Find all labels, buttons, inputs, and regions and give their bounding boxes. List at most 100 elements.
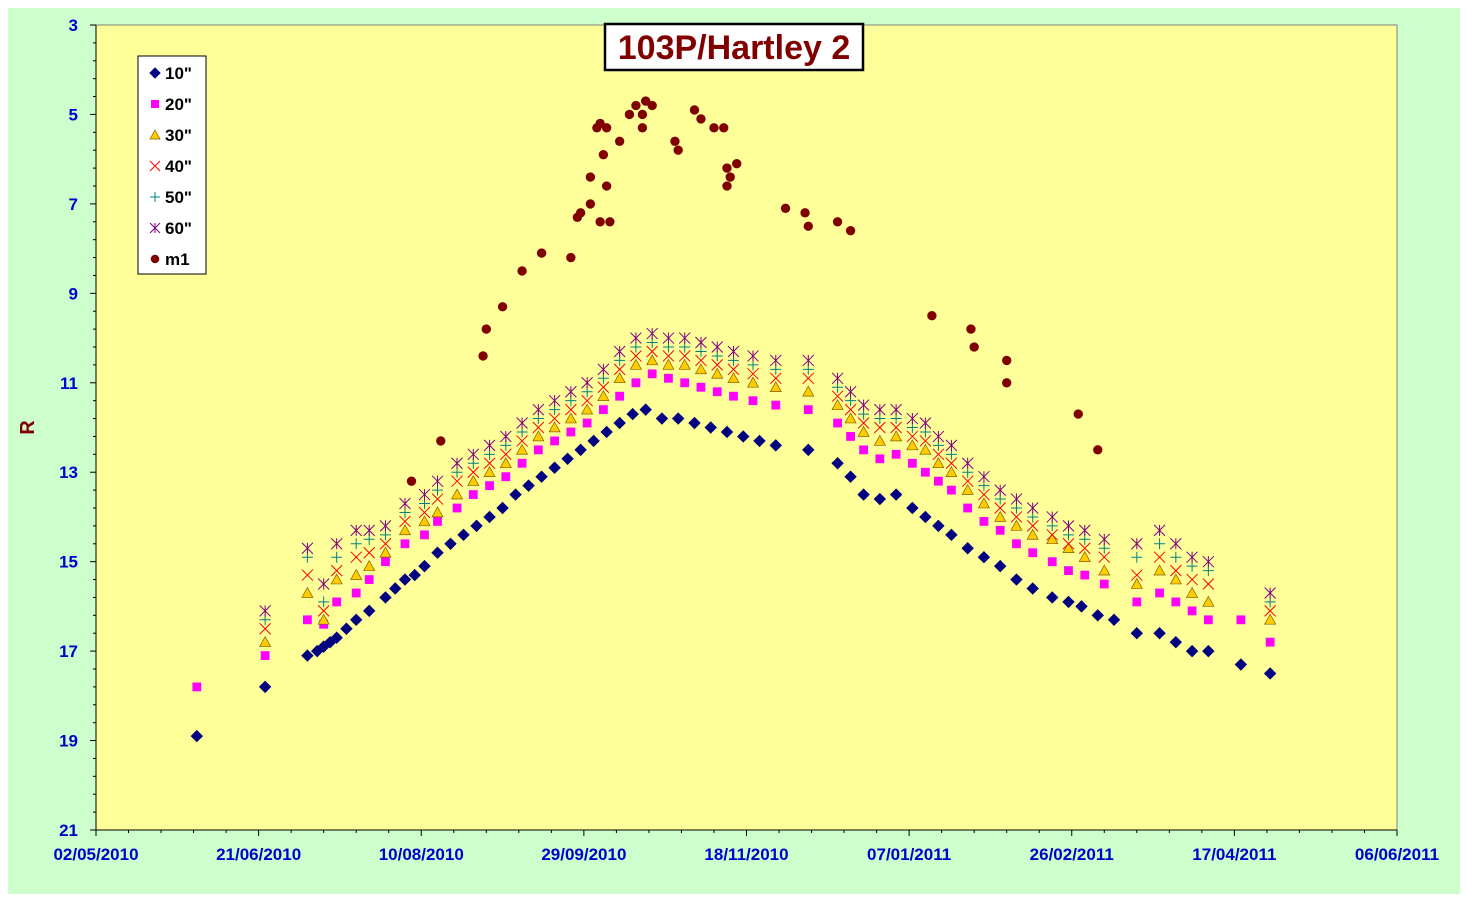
data-point-circle — [497, 302, 508, 312]
data-point-triangle — [727, 372, 740, 384]
data-point-triangle — [802, 385, 815, 397]
data-point-square — [803, 405, 813, 415]
data-point-diamond — [190, 729, 204, 743]
data-point-x — [350, 551, 363, 564]
x-tick-label: 06/06/2011 — [1355, 845, 1439, 864]
data-point-circle — [670, 136, 680, 146]
data-point-star — [467, 448, 480, 461]
data-point-diamond — [919, 510, 932, 524]
data-point-diamond — [906, 501, 919, 515]
data-point-diamond — [330, 631, 343, 644]
data-point-x — [581, 394, 593, 407]
data-point-square — [1155, 588, 1164, 598]
data-point-x — [1169, 564, 1182, 577]
data-point-square — [1171, 597, 1181, 607]
data-point-square — [260, 651, 270, 660]
data-point-triangle — [483, 466, 496, 477]
data-point-square — [433, 517, 442, 526]
series-square — [192, 369, 1275, 692]
data-point-diamond — [301, 649, 314, 662]
data-point-star — [1153, 524, 1166, 537]
data-point-square — [485, 481, 494, 491]
data-point-diamond — [509, 488, 522, 501]
data-point-plus — [1154, 538, 1166, 550]
data-point-square — [1099, 579, 1109, 589]
data-point-diamond — [363, 604, 376, 618]
data-point-x — [1130, 569, 1143, 581]
data-point-diamond — [831, 457, 844, 470]
data-point-star — [1062, 520, 1075, 532]
y-tick-label: 21 — [59, 821, 78, 840]
data-point-diamond — [671, 412, 685, 425]
data-point-circle — [647, 100, 657, 111]
data-point-triangle — [857, 425, 870, 437]
data-point-x — [646, 345, 659, 358]
data-point-x — [613, 363, 626, 376]
data-point-diamond — [1234, 658, 1248, 671]
data-point-x — [873, 421, 886, 434]
data-point-triangle — [945, 466, 958, 477]
data-point-triangle — [450, 488, 464, 500]
data-point-square — [631, 378, 641, 388]
data-point-square — [381, 557, 390, 567]
data-point-x — [149, 160, 161, 172]
data-point-diamond — [688, 416, 701, 430]
data-point-star — [678, 332, 691, 344]
data-point-plus — [1131, 551, 1143, 563]
data-point-diamond — [704, 421, 717, 434]
data-point-x — [890, 421, 902, 434]
data-point-x — [1153, 551, 1166, 564]
data-point-circle — [719, 123, 729, 133]
data-point-star — [1026, 502, 1039, 514]
data-point-triangle — [379, 546, 392, 558]
data-point-x — [431, 493, 444, 505]
data-point-square — [748, 396, 758, 406]
data-point-star — [330, 537, 343, 550]
data-point-star — [890, 403, 902, 416]
data-point-x — [301, 569, 314, 581]
data-point-square — [533, 445, 543, 455]
data-point-x — [330, 564, 343, 577]
data-point-triangle — [1130, 577, 1143, 589]
data-point-diamond — [379, 591, 392, 604]
data-point-square — [501, 472, 511, 482]
data-point-diamond — [1075, 600, 1088, 613]
data-point-diamond — [444, 537, 457, 550]
data-point-x — [711, 359, 724, 371]
data-point-x — [499, 448, 512, 461]
data-point-circle — [780, 203, 791, 214]
data-point-star — [747, 350, 759, 362]
title-box — [603, 22, 865, 72]
data-point-square — [771, 400, 781, 410]
data-point-square — [933, 476, 943, 486]
data-point-plus — [1170, 551, 1182, 563]
data-point-square — [1203, 615, 1213, 625]
data-point-square — [979, 517, 989, 526]
data-point-diamond — [561, 452, 574, 466]
data-point-circle — [673, 145, 683, 155]
data-point-x — [1186, 573, 1198, 586]
data-point-star — [906, 412, 919, 425]
data-point-square — [1187, 606, 1197, 616]
data-point-square — [963, 503, 973, 513]
data-point-x — [548, 412, 561, 425]
data-point-triangle — [746, 376, 760, 388]
data-point-plus — [350, 538, 362, 550]
data-point-square — [1132, 597, 1142, 607]
data-point-triangle — [994, 510, 1007, 522]
data-point-circle — [1073, 409, 1083, 419]
data-point-star — [1046, 511, 1059, 523]
data-point-star — [483, 439, 496, 452]
data-point-square — [582, 418, 592, 428]
data-point-diamond — [574, 443, 587, 457]
data-point-triangle — [694, 363, 708, 375]
data-point-x — [630, 350, 642, 362]
data-point-diamond — [587, 434, 600, 448]
data-point-star — [919, 417, 932, 429]
y-tick-label: 19 — [59, 732, 78, 751]
data-point-x — [844, 403, 857, 416]
data-point-square — [192, 682, 202, 692]
data-point-diamond — [1010, 573, 1023, 586]
data-point-circle — [575, 208, 586, 218]
data-point-plus — [318, 596, 330, 608]
